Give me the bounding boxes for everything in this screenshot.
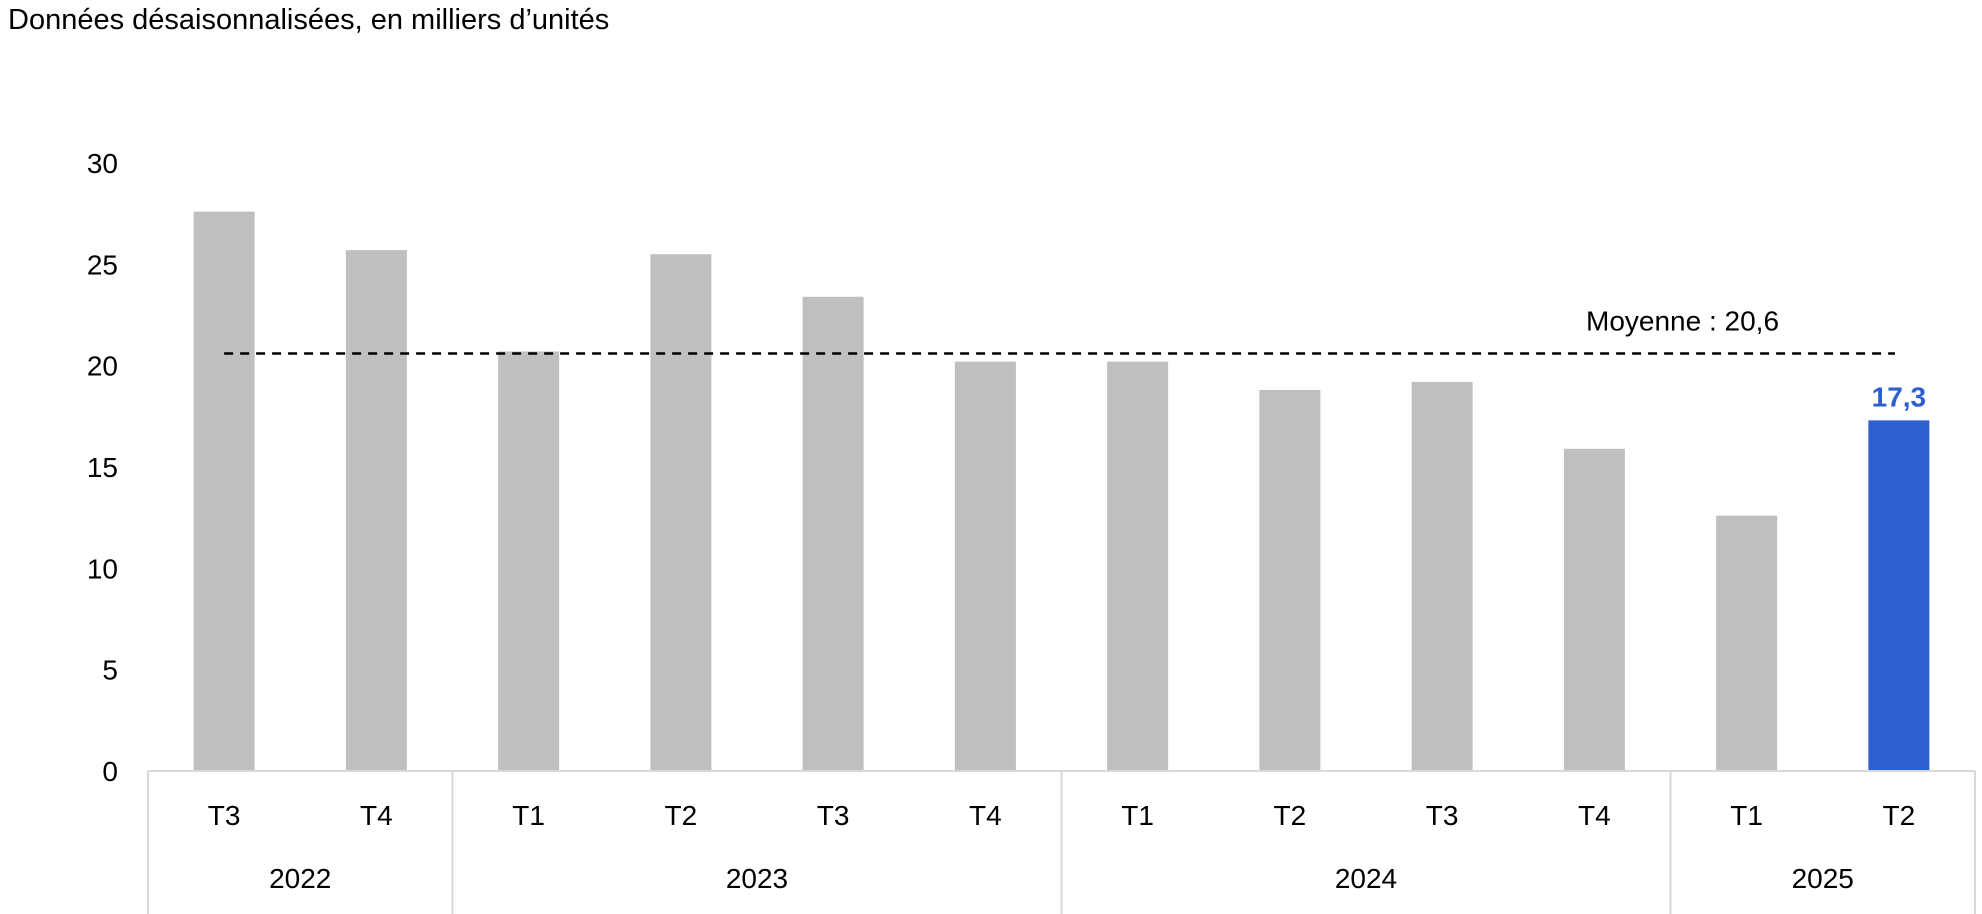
bars: 17,3 bbox=[193, 211, 1930, 771]
bar bbox=[650, 254, 712, 771]
bar bbox=[1868, 420, 1930, 771]
x-group-label: 2024 bbox=[1335, 863, 1397, 894]
average-line-group: Moyenne : 20,6 bbox=[224, 306, 1895, 355]
y-tick-label: 20 bbox=[87, 351, 118, 382]
bar bbox=[1716, 515, 1778, 771]
y-tick-label: 25 bbox=[87, 249, 118, 280]
y-tick-label: 15 bbox=[87, 452, 118, 483]
average-label: Moyenne : 20,6 bbox=[1586, 306, 1779, 337]
bar bbox=[1563, 448, 1625, 771]
x-group-label: 2022 bbox=[269, 863, 331, 894]
x-tick-label: T3 bbox=[1426, 800, 1459, 831]
bar bbox=[498, 351, 560, 771]
bar bbox=[954, 361, 1016, 771]
bar bbox=[193, 211, 255, 771]
x-tick-label: T4 bbox=[1578, 800, 1611, 831]
y-tick-label: 5 bbox=[102, 655, 118, 686]
y-axis-ticks: 0 5 10 15 20 25 30 bbox=[87, 148, 118, 787]
x-tick-label: T1 bbox=[1121, 800, 1154, 831]
x-tick-label: T2 bbox=[1883, 800, 1916, 831]
y-tick-label: 30 bbox=[87, 148, 118, 179]
x-tick-label: T2 bbox=[665, 800, 698, 831]
x-group-label: 2023 bbox=[726, 863, 788, 894]
bar bbox=[1411, 381, 1473, 771]
y-tick-label: 0 bbox=[102, 756, 118, 787]
bar bbox=[345, 250, 407, 771]
x-tick-label: T3 bbox=[208, 800, 241, 831]
x-tick-label: T1 bbox=[512, 800, 545, 831]
data-label: 17,3 bbox=[1872, 381, 1927, 412]
bar bbox=[802, 296, 864, 771]
x-tick-label: T1 bbox=[1730, 800, 1763, 831]
x-tick-label: T4 bbox=[969, 800, 1002, 831]
bar bbox=[1107, 361, 1169, 771]
x-tick-label: T3 bbox=[817, 800, 850, 831]
bar bbox=[1259, 389, 1321, 771]
x-tick-label: T2 bbox=[1274, 800, 1307, 831]
x-axis: T3 T4 T1 T2 T3 T4 T1 T2 T3 T4 T1 T2 2022 2023 2024 2025 bbox=[147, 770, 1976, 914]
chart-subtitle: Données désaisonnalisées, en milliers d’… bbox=[8, 4, 610, 36]
x-tick-label: T4 bbox=[360, 800, 393, 831]
y-tick-label: 10 bbox=[87, 553, 118, 584]
x-group-label: 2025 bbox=[1792, 863, 1854, 894]
